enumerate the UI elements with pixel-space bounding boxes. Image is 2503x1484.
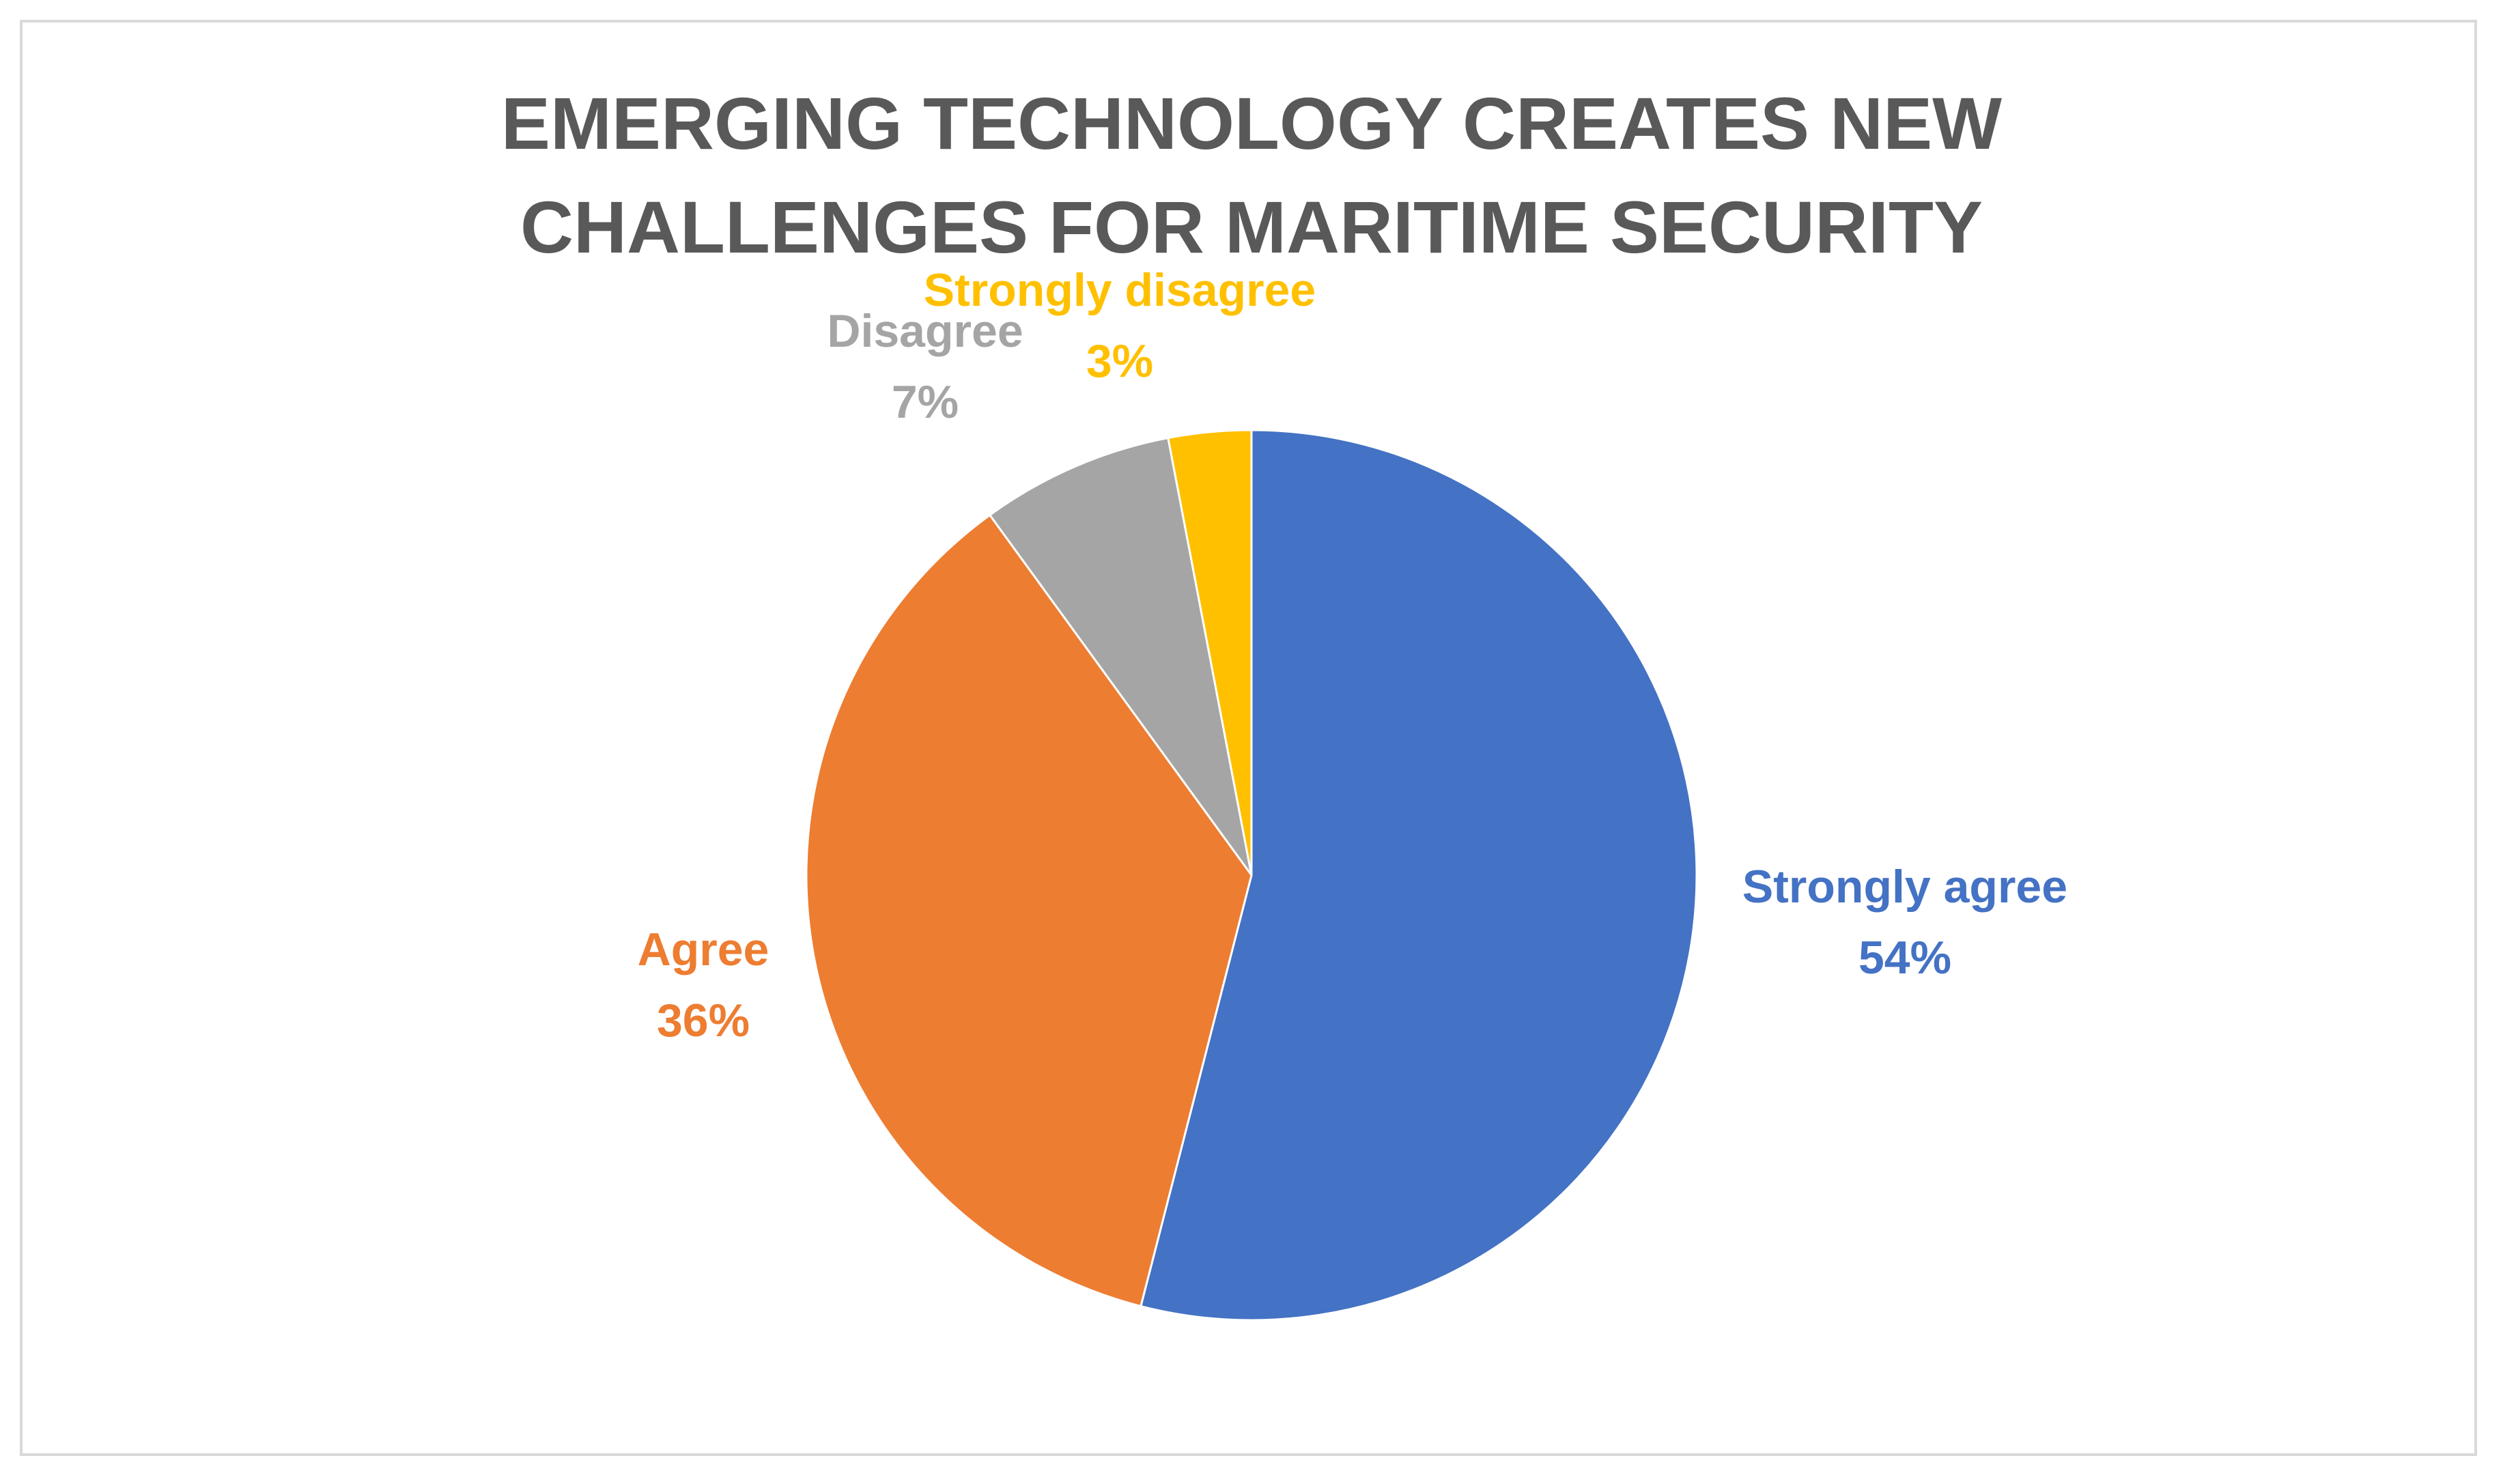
pie-data-labels: Strongly agree 54% Agree 36% Disagree 7% Stron… — [638, 264, 2067, 1046]
pie-slice-strongly-agree — [1140, 429, 1698, 1322]
data-label-percent: 36% — [657, 995, 750, 1046]
data-label-category: Strongly disagree — [924, 264, 1316, 316]
data-label-percent: 54% — [1858, 932, 1951, 984]
chart-title-line-2: CHALLENGES FOR MARITIME SECURITY — [520, 186, 1983, 268]
pie-slice-disagree — [988, 436, 1253, 876]
chart-title-line-1: EMERGING TECHNOLOGY CREATES NEW — [501, 82, 2002, 165]
pie-slice-agree — [805, 513, 1253, 1308]
data-label-category: Strongly agree — [1742, 861, 2067, 913]
data-label-category: Disagree — [827, 305, 1023, 357]
data-label-category: Agree — [638, 924, 769, 975]
data-label-percent: 7% — [892, 376, 959, 428]
data-label-percent: 3% — [1086, 335, 1153, 387]
pie-slices — [805, 429, 1698, 1322]
pie-slice-strongly-disagree — [1167, 429, 1253, 876]
